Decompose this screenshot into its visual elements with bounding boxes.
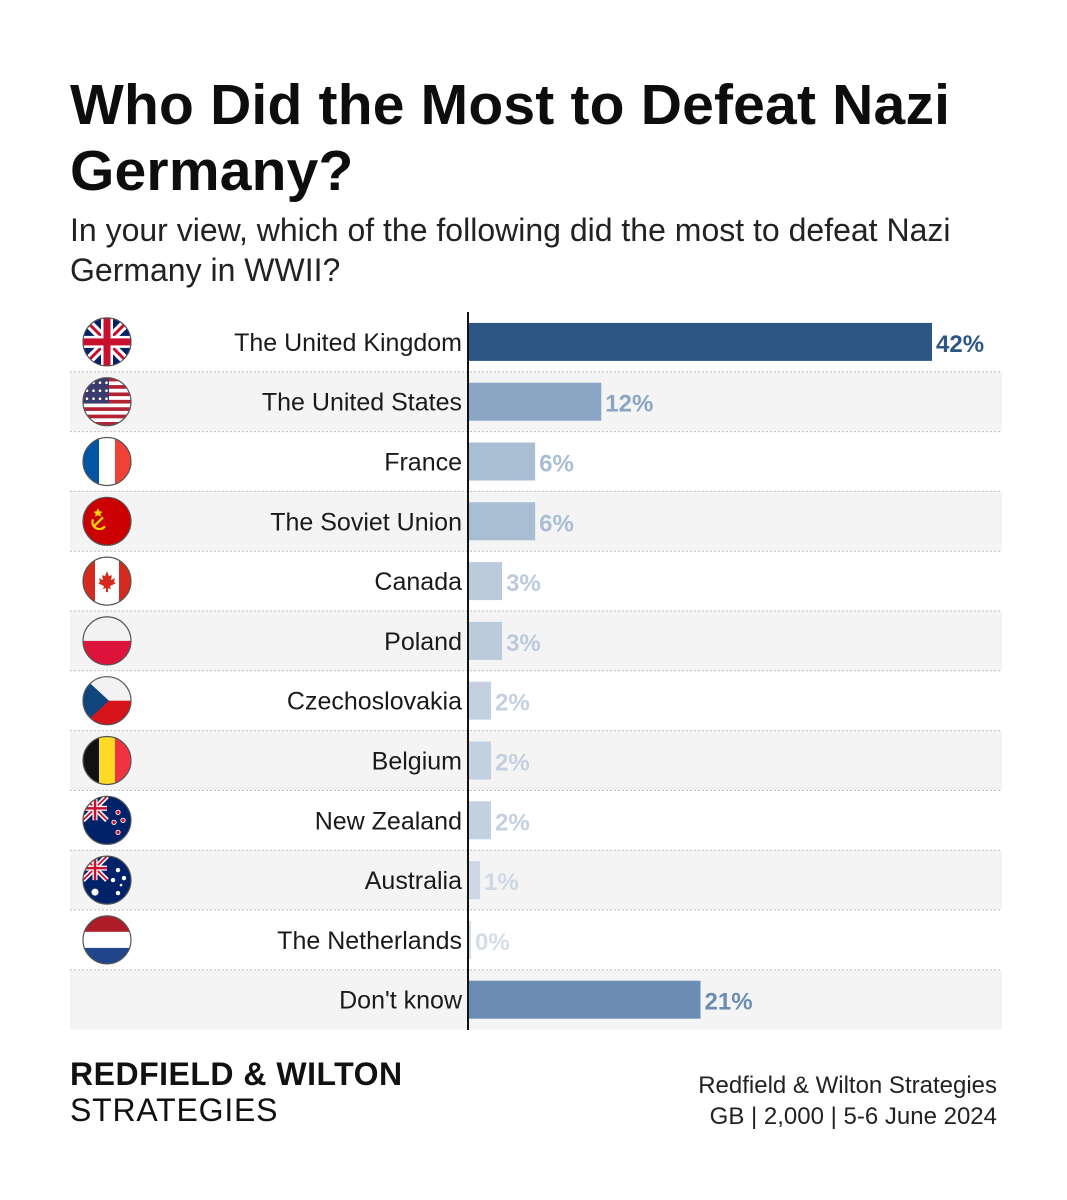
category-label: Australia: [365, 867, 462, 895]
brand-subname: STRATEGIES: [70, 1092, 279, 1128]
data-label: 0%: [475, 929, 510, 956]
data-label: 3%: [506, 570, 541, 597]
source-org: Redfield & Wilton Strategies: [698, 1072, 997, 1099]
data-label: 12%: [605, 391, 653, 418]
bar: [469, 920, 471, 959]
bar: [469, 322, 932, 361]
row-background: [70, 491, 1002, 552]
us-flag-icon: [82, 377, 132, 427]
bar: [469, 801, 492, 840]
chart-subtitle: In your view, which of the following did…: [70, 212, 951, 288]
data-label: 42%: [936, 331, 984, 358]
category-label: Czechoslovakia: [287, 688, 462, 716]
data-label: 3%: [506, 630, 541, 657]
data-label: 2%: [495, 750, 530, 777]
source-note: Redfield & Wilton Strategies GB | 2,000 …: [698, 1070, 997, 1132]
bar: [469, 562, 503, 601]
new-zealand-flag-icon: [82, 795, 132, 845]
bar: [469, 681, 492, 720]
bar: [469, 980, 701, 1019]
france-flag-icon: [82, 436, 132, 487]
row-background: [70, 850, 1002, 910]
bar: [469, 382, 602, 421]
poland-flag-icon: [82, 616, 132, 666]
source-details: GB | 2,000 | 5-6 June 2024: [709, 1103, 997, 1130]
category-label: The Soviet Union: [270, 508, 462, 536]
category-label: The United States: [262, 389, 462, 417]
data-label: 1%: [484, 869, 519, 896]
row-background: [70, 910, 1002, 970]
data-label: 6%: [539, 510, 574, 537]
category-label: Don't know: [339, 987, 463, 1015]
chart-title: Who Did the Most to Defeat Nazi Germany?: [70, 73, 951, 203]
category-label: The Netherlands: [277, 927, 462, 955]
category-label: Canada: [374, 568, 462, 596]
category-label: New Zealand: [315, 807, 462, 835]
australia-flag-icon: [82, 855, 132, 905]
row-background: [70, 730, 1002, 791]
bar: [469, 442, 536, 481]
data-label: 21%: [705, 989, 753, 1016]
category-label: France: [384, 449, 462, 477]
bar: [469, 502, 536, 541]
brand-logo: REDFIELD & WILTON STRATEGIES: [70, 1056, 403, 1128]
brand-name: REDFIELD & WILTON: [70, 1056, 403, 1092]
category-label: Belgium: [372, 748, 462, 776]
row-background: [70, 790, 1002, 851]
row-background: [70, 670, 1002, 731]
row-background: [70, 611, 1002, 671]
data-label: 2%: [495, 690, 530, 717]
bar: [469, 621, 503, 660]
row-background: [70, 551, 1002, 611]
belgium-flag-icon: [82, 735, 132, 786]
uk-flag-icon: [82, 317, 132, 367]
category-label: Poland: [384, 628, 462, 656]
row-background: [70, 431, 1002, 492]
bar: [469, 741, 492, 780]
data-label: 6%: [539, 451, 574, 478]
soviet-flag-icon: [82, 496, 132, 546]
data-label: 2%: [495, 809, 530, 836]
canada-flag-icon: [82, 556, 132, 606]
czechoslovakia-flag-icon: [82, 676, 132, 726]
bar: [469, 861, 481, 900]
netherlands-flag-icon: [82, 915, 132, 965]
category-label: The United Kingdom: [234, 329, 462, 357]
